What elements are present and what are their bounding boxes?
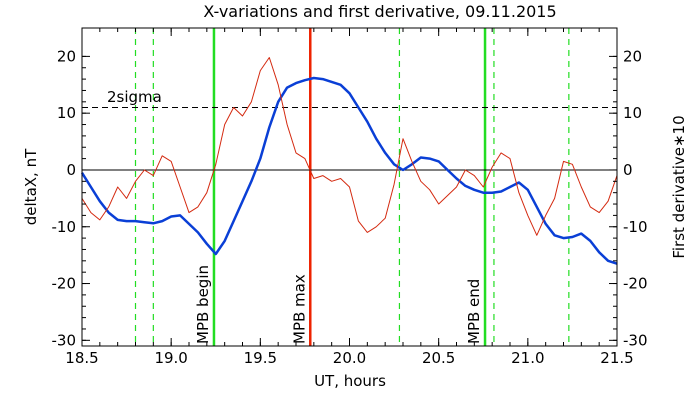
x-tick-label: 21.0 (511, 349, 544, 367)
y-tick-label-left: 10 (57, 104, 76, 122)
y-tick-label-left: -20 (52, 275, 77, 293)
y-tick-label-right: -30 (623, 331, 648, 349)
y-tick-label-right: 0 (623, 161, 633, 179)
y-tick-label-right: -10 (623, 218, 648, 236)
right-axis-label: First derivative∗10 (670, 115, 688, 258)
x-tick-label: 21.5 (600, 349, 633, 367)
series-line-0 (80, 76, 618, 265)
x-tick-label: 20.5 (422, 349, 455, 367)
x-tick-label: 20.0 (333, 349, 366, 367)
series-line-1 (81, 57, 618, 236)
y-tick-label-left: 20 (57, 47, 76, 65)
marker-lines: MPB begin MPB end MPB max (134, 28, 570, 346)
y-tick-label-left: -10 (52, 218, 77, 236)
x-axis-label: UT, hours (314, 372, 386, 390)
x-tick-label: 18.5 (65, 349, 98, 367)
tick-labels: 18.5 19.0 19.5 20.0 20.5 21.0 21.5-30 -30-20 -20… (52, 47, 648, 367)
x-tick-label: 19.0 (154, 349, 187, 367)
series-lines (80, 57, 618, 265)
marker-label-2: MPB begin (194, 265, 212, 344)
max-marker-label: MPB max (290, 274, 308, 344)
axis-ticks (81, 28, 618, 346)
y-tick-label-right: 20 (623, 47, 642, 65)
x-tick-label: 19.5 (244, 349, 277, 367)
sigma-label: 2sigma (107, 88, 162, 106)
reference-lines (82, 107, 617, 171)
chart-title: X-variations and first derivative, 09.11… (203, 2, 556, 21)
y-tick-label-right: -20 (623, 275, 648, 293)
y-tick-label-left: 0 (66, 161, 76, 179)
left-axis-label: deltaX, nT (22, 148, 40, 225)
marker-label-4: MPB end (465, 279, 483, 344)
y-tick-label-left: -30 (52, 331, 77, 349)
y-tick-label-right: 10 (623, 104, 642, 122)
